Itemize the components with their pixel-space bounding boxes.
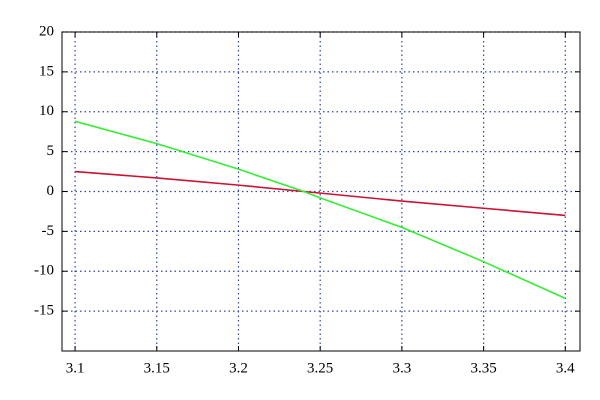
y-tick-label: 20 (39, 23, 54, 39)
y-tick-label: 0 (47, 183, 55, 199)
y-tick-label: 10 (39, 103, 54, 119)
plot-frame (61, 31, 581, 352)
x-tick-label: 3.3 (393, 360, 412, 376)
x-tick-label: 3.35 (470, 360, 496, 376)
y-tick-label: 15 (39, 63, 54, 79)
y-tick-label: -10 (34, 263, 54, 279)
y-tick-label: 5 (47, 143, 55, 159)
y-tick-label: -5 (42, 223, 55, 239)
x-tick-label: 3.2 (229, 360, 248, 376)
x-tick-label: 3.15 (144, 360, 170, 376)
x-tick-label: 3.25 (307, 360, 333, 376)
x-tick-label: 3.1 (66, 360, 85, 376)
line-series (74, 120, 566, 300)
y-tick-label: -15 (34, 303, 54, 319)
x-tick-label: 3.4 (556, 360, 575, 376)
